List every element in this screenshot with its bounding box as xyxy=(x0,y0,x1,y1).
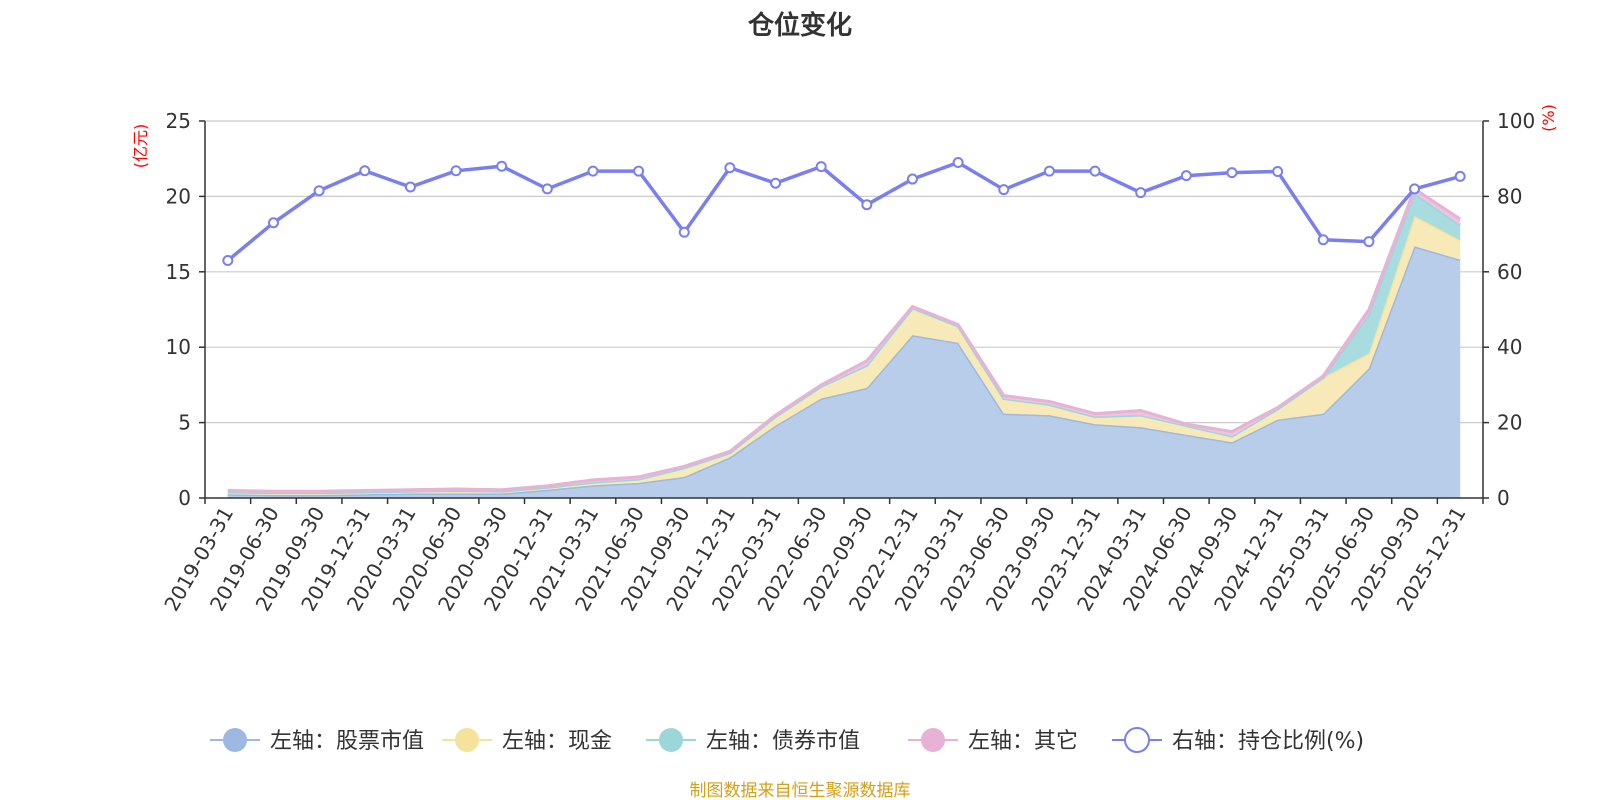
left-tick-label: 20 xyxy=(166,184,191,208)
ratio-point xyxy=(222,254,234,266)
ratio-point xyxy=(952,156,964,168)
ratio-point xyxy=(1135,187,1147,199)
ratio-point xyxy=(1317,234,1329,246)
left-tick-label: 5 xyxy=(178,411,191,435)
area-3 xyxy=(227,188,1461,493)
left-tick-label: 10 xyxy=(166,335,191,359)
ratio-point xyxy=(450,165,462,177)
stacked-areas xyxy=(227,186,1462,498)
left-axis-unit: (亿元) xyxy=(131,124,150,169)
ratio-point xyxy=(1363,236,1375,248)
ratio-point xyxy=(1272,166,1284,178)
right-axis-unit: (%) xyxy=(1539,104,1558,132)
right-tick-label: 0 xyxy=(1497,486,1510,510)
ratio-point xyxy=(359,165,371,177)
source-note: 制图数据来自恒生聚源数据库 xyxy=(690,781,911,800)
ratio-point xyxy=(770,177,782,189)
legend-label: 左轴：其它 xyxy=(968,729,1078,754)
ratio-line-path xyxy=(226,160,1461,262)
ratio-point xyxy=(1409,183,1421,195)
ratio-point xyxy=(1043,165,1055,177)
legend-item-1[interactable]: 左轴：现金 xyxy=(442,728,612,754)
legend-marker xyxy=(455,728,479,752)
legend-marker xyxy=(1124,727,1150,753)
axes: 05101520250204060801002019-03-312019-06-… xyxy=(159,109,1535,615)
ratio-point xyxy=(267,217,279,229)
ratio-point xyxy=(724,162,736,174)
area-edge-3 xyxy=(227,186,1462,493)
ratio-point xyxy=(633,165,645,177)
legend: 左轴：股票市值 左轴：现金 左轴：债券市值 左轴：其它 右轴：持仓比例(%) xyxy=(210,727,1364,754)
legend-item-3[interactable]: 左轴：其它 xyxy=(908,728,1078,754)
area-1 xyxy=(227,216,1461,495)
legend-label: 左轴：股票市值 xyxy=(270,729,424,754)
ratio-point xyxy=(313,185,325,197)
right-tick-label: 40 xyxy=(1497,335,1522,359)
area-0 xyxy=(227,246,1461,498)
ratio-point xyxy=(587,165,599,177)
ratio-point xyxy=(496,160,508,172)
ratio-point xyxy=(861,199,873,211)
left-tick-label: 15 xyxy=(166,260,191,284)
ratio-point xyxy=(1454,170,1466,182)
chart-title: 仓位变化 xyxy=(747,10,852,41)
legend-item-4[interactable]: 右轴：持仓比例(%) xyxy=(1112,727,1364,754)
legend-marker xyxy=(659,728,683,752)
ratio-point xyxy=(1180,170,1192,182)
ratio-point xyxy=(815,161,827,173)
right-tick-label: 100 xyxy=(1497,109,1535,133)
ratio-point xyxy=(1089,165,1101,177)
ratio-point xyxy=(1226,167,1238,179)
left-tick-label: 0 xyxy=(178,486,191,510)
ratio-point xyxy=(998,184,1010,196)
right-tick-label: 20 xyxy=(1497,411,1522,435)
legend-label: 左轴：现金 xyxy=(502,729,612,754)
legend-label: 右轴：持仓比例(%) xyxy=(1172,729,1364,754)
legend-item-2[interactable]: 左轴：债券市值 xyxy=(646,728,860,754)
left-tick-label: 25 xyxy=(166,109,191,133)
position-ratio-line xyxy=(222,156,1466,266)
ratio-point xyxy=(906,173,918,185)
legend-label: 左轴：债券市值 xyxy=(706,729,860,754)
legend-marker xyxy=(921,728,945,752)
right-tick-label: 80 xyxy=(1497,184,1522,208)
right-tick-label: 60 xyxy=(1497,260,1522,284)
legend-item-0[interactable]: 左轴：股票市值 xyxy=(210,728,424,754)
ratio-point xyxy=(678,226,690,238)
ratio-point xyxy=(541,183,553,195)
ratio-point xyxy=(404,181,416,193)
legend-marker xyxy=(223,728,247,752)
